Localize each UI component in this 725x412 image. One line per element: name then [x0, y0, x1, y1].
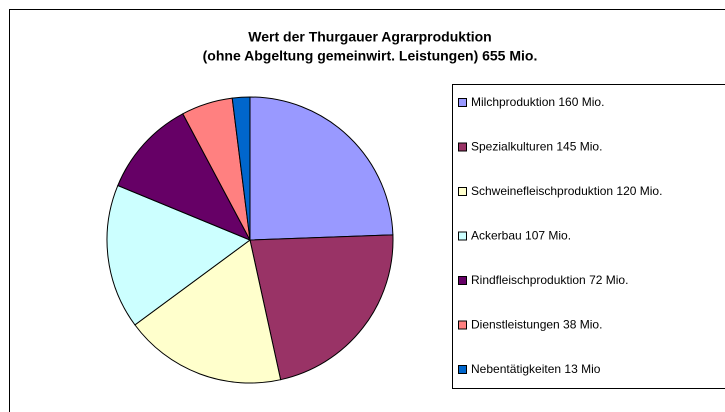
pie-slice	[231, 96, 251, 241]
legend-label: Milchproduktion 160 Mio.	[471, 95, 604, 109]
legend-swatch	[458, 98, 467, 107]
pie-slice	[249, 234, 394, 381]
legend-swatch	[458, 276, 467, 285]
legend-swatch	[458, 320, 467, 330]
legend-swatch	[458, 231, 467, 241]
legend-swatch	[458, 142, 467, 152]
pie-slice	[134, 239, 282, 384]
pie-slice	[106, 184, 252, 326]
legend-label: Dienstleistungen 38 Mio.	[471, 318, 602, 332]
chart-title: (ohne Abgeltung gemeinwirt. Leistungen) …	[203, 48, 538, 64]
legend-box	[452, 84, 725, 389]
legend-label: Ackerbau 107 Mio.	[471, 229, 571, 243]
chart-title: Wert der Thurgauer Agrarproduktion	[248, 29, 491, 45]
legend-swatch	[458, 187, 467, 196]
legend-swatch	[458, 365, 467, 374]
legend-label: Rindfleischproduktion 72 Mio.	[471, 273, 628, 287]
pie-slice	[249, 96, 394, 241]
legend-label: Nebentätigkeiten 13 Mio	[471, 362, 601, 376]
legend-label: Spezialkulturen 145 Mio.	[471, 140, 602, 154]
pie-slice	[117, 113, 252, 241]
legend-label: Schweinefleischproduktion 120 Mio.	[471, 184, 662, 198]
